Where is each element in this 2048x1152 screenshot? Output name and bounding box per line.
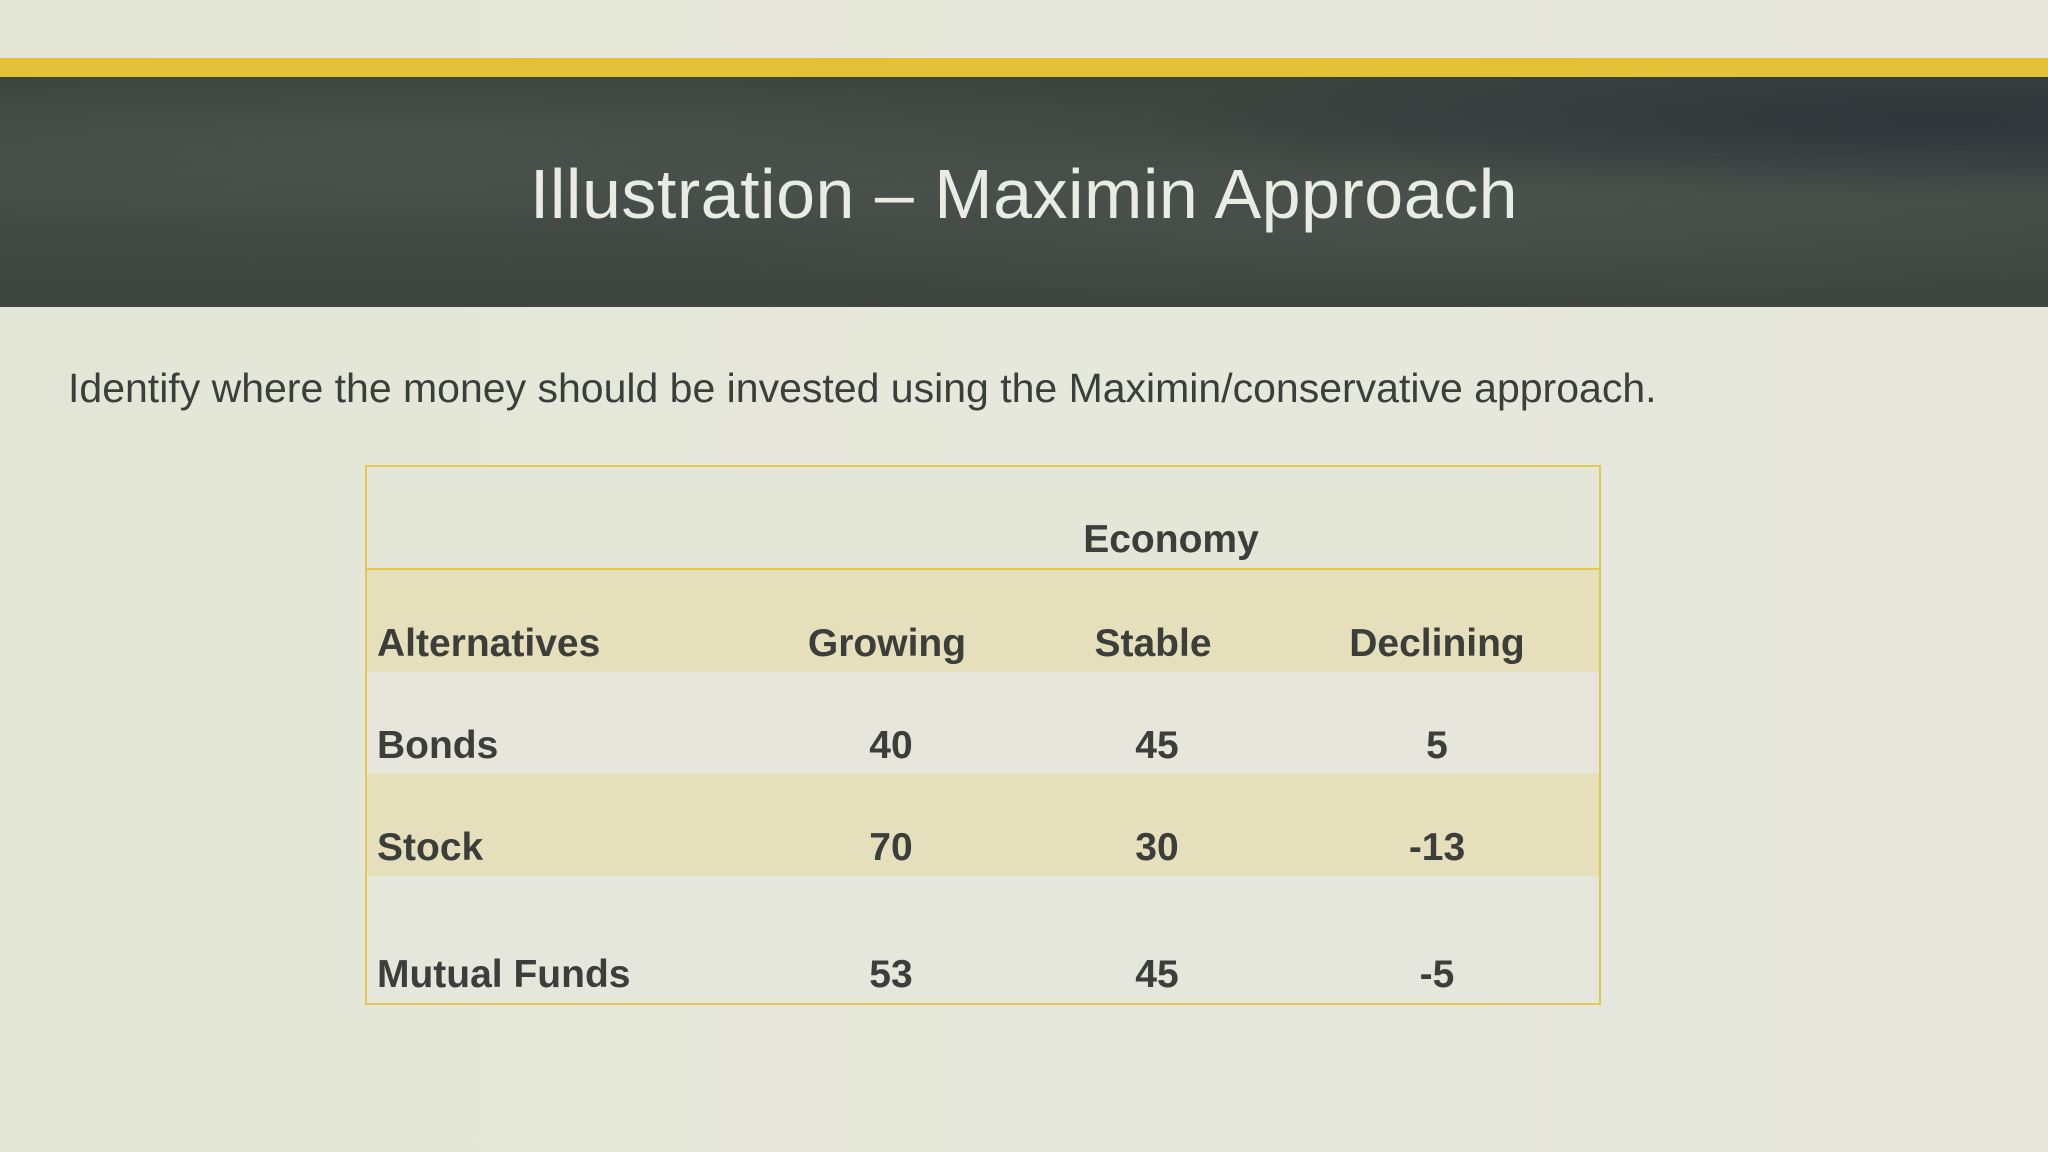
table-row: Bonds 40 45 5 <box>367 672 1599 774</box>
table-row: Stock 70 30 -13 <box>367 774 1599 876</box>
row-label-mutual-funds: Mutual Funds <box>377 953 631 996</box>
col-header-stable: Stable <box>1094 622 1212 665</box>
cell-funds-stable: 45 <box>1135 953 1179 996</box>
table-group-header-row: Economy <box>367 467 1599 570</box>
col-header-declining: Declining <box>1349 622 1525 665</box>
payoff-table: Economy Alternatives Growing Stable Decl… <box>365 465 1601 1005</box>
economy-header: Economy <box>1083 518 1259 561</box>
cell-stock-growing: 70 <box>869 826 913 869</box>
cell-stock-declining: -13 <box>1408 826 1466 869</box>
title-band <box>0 77 2048 307</box>
cell-funds-declining: -5 <box>1419 953 1455 996</box>
instruction-text: Identify where the money should be inves… <box>68 365 1657 411</box>
table-row: Mutual Funds 53 45 -5 <box>367 876 1599 1003</box>
col-header-alternatives: Alternatives <box>377 622 601 665</box>
cell-funds-growing: 53 <box>869 953 913 996</box>
slide-title: Illustration – Maximin Approach <box>529 155 1519 233</box>
row-label-bonds: Bonds <box>377 724 499 767</box>
cell-bonds-declining: 5 <box>1426 724 1448 767</box>
col-header-growing: Growing <box>807 622 967 665</box>
accent-bar <box>0 58 2048 77</box>
table-header-row: Alternatives Growing Stable Declining <box>367 570 1599 672</box>
cell-bonds-growing: 40 <box>869 724 913 767</box>
row-label-stock: Stock <box>377 826 484 869</box>
cell-stock-stable: 30 <box>1135 826 1179 869</box>
cell-bonds-stable: 45 <box>1135 724 1179 767</box>
